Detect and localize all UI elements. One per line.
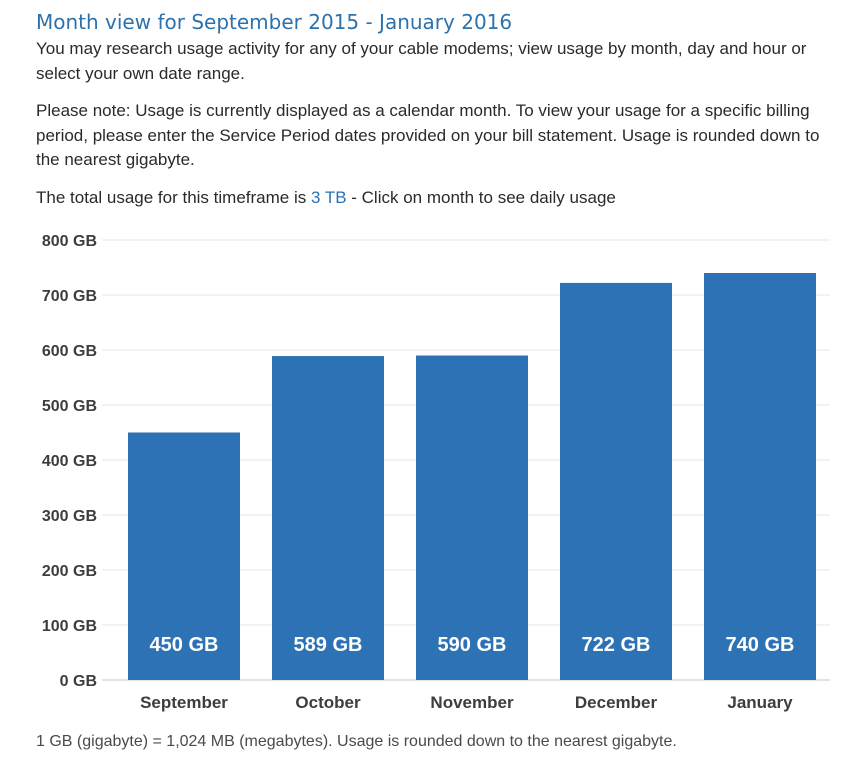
y-tick-label: 0 GB — [60, 673, 97, 690]
x-tick-label[interactable]: October — [295, 693, 361, 712]
y-tick-label: 200 GB — [42, 563, 97, 580]
x-tick-label[interactable]: November — [430, 693, 514, 712]
x-tick-label[interactable]: December — [575, 693, 658, 712]
y-tick-label: 700 GB — [42, 288, 97, 305]
usage-chart: 0 GB 100 GB 200 GB 300 GB 400 GB 500 GB 600 GB… — [0, 225, 843, 725]
total-usage-line: The total usage for this timeframe is 3 … — [36, 186, 826, 211]
y-tick-label: 100 GB — [42, 618, 97, 635]
bar-december[interactable] — [560, 282, 672, 680]
billing-note: Please note: Usage is currently displaye… — [36, 101, 820, 169]
x-tick-label[interactable]: January — [727, 693, 793, 712]
total-usage-suffix: - Click on month to see daily usage — [346, 188, 616, 207]
y-tick-label: 300 GB — [42, 508, 97, 525]
bar-october[interactable] — [272, 356, 384, 680]
bar-data-label: 450 GB — [150, 634, 219, 656]
y-tick-label: 600 GB — [42, 343, 97, 360]
total-usage-prefix: The total usage for this timeframe is — [36, 188, 311, 207]
y-tick-label: 500 GB — [42, 398, 97, 415]
footnote: 1 GB (gigabyte) = 1,024 MB (megabytes). … — [36, 733, 677, 750]
total-usage-link[interactable]: 3 TB — [310, 188, 347, 207]
y-tick-label: 800 GB — [42, 233, 97, 250]
intro-text: You may research usage activity for any … — [36, 39, 807, 83]
page-title: Month view for September 2015 - January … — [36, 10, 513, 34]
usage-bar-chart: 0 GB 100 GB 200 GB 300 GB 400 GB 500 GB 600 GB… — [42, 233, 830, 712]
bar-september[interactable] — [128, 432, 240, 681]
bar-data-label: 589 GB — [294, 634, 363, 656]
x-tick-label[interactable]: September — [140, 693, 228, 712]
bar-data-label: 740 GB — [726, 634, 795, 656]
bar-january[interactable] — [704, 273, 816, 680]
bar-data-label: 722 GB — [582, 634, 651, 656]
bar-data-label: 590 GB — [438, 634, 507, 656]
y-tick-label: 400 GB — [42, 453, 97, 470]
bar-november[interactable] — [416, 355, 528, 681]
